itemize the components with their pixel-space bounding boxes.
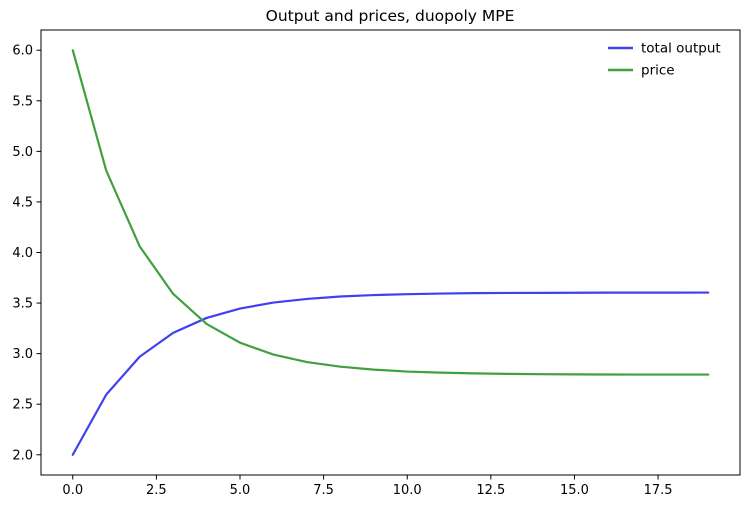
y-tick-label: 2.0 bbox=[12, 448, 33, 463]
x-tick-label: 12.5 bbox=[476, 483, 505, 498]
y-tick-label: 5.5 bbox=[12, 94, 33, 109]
series-line-total-output bbox=[71, 291, 710, 456]
x-tick-label: 17.5 bbox=[644, 483, 673, 498]
legend-label-total-output: total output bbox=[641, 41, 721, 57]
y-tick-label: 5.0 bbox=[12, 145, 33, 160]
x-tick-label: 0.0 bbox=[62, 483, 83, 498]
x-tick-label: 7.5 bbox=[313, 483, 334, 498]
legend-label-price: price bbox=[641, 63, 675, 79]
legend: total output price bbox=[608, 41, 721, 79]
chart-title: Output and prices, duopoly MPE bbox=[266, 7, 515, 25]
y-tick-label: 3.0 bbox=[12, 347, 33, 362]
plot-area: 0.0 2.5 5.0 7.5 10.0 12.5 15.0 17.5 2.0 2.5 3.0 3.5… bbox=[12, 29, 741, 498]
x-tick-label: 5.0 bbox=[230, 483, 251, 498]
x-tick-label: 10.0 bbox=[393, 483, 422, 498]
axes-spines bbox=[40, 29, 741, 476]
y-tick-label: 4.5 bbox=[12, 195, 33, 210]
series-line-price bbox=[71, 49, 710, 376]
y-tick-label: 4.0 bbox=[12, 246, 33, 261]
x-tick-label: 2.5 bbox=[146, 483, 167, 498]
x-tick-label: 15.0 bbox=[560, 483, 589, 498]
y-tick-label: 2.5 bbox=[12, 398, 33, 413]
y-tick-label: 6.0 bbox=[12, 44, 33, 59]
y-tick-label: 3.5 bbox=[12, 297, 33, 312]
